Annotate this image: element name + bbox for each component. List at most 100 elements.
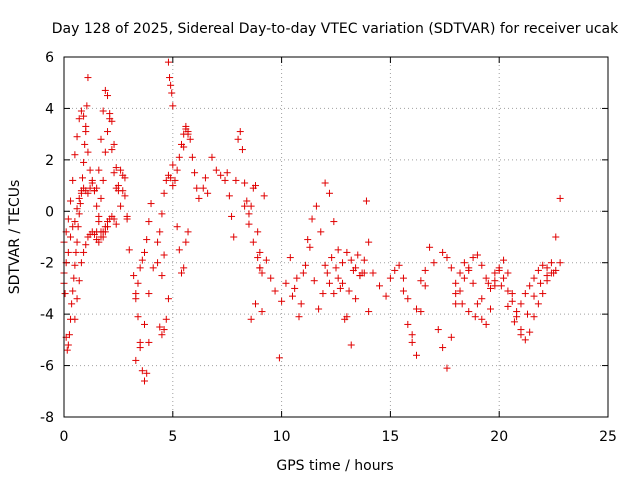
- data-point: [141, 248, 149, 256]
- data-point: [160, 326, 168, 334]
- data-point: [439, 248, 447, 256]
- data-point: [339, 279, 347, 287]
- data-point: [108, 146, 116, 154]
- data-point: [360, 256, 368, 264]
- data-point: [339, 259, 347, 267]
- data-point: [469, 279, 477, 287]
- data-point: [508, 290, 516, 298]
- data-point: [136, 344, 144, 352]
- data-point: [158, 331, 166, 339]
- data-point: [230, 233, 238, 241]
- data-point: [63, 346, 71, 354]
- data-point: [99, 107, 107, 115]
- data-point: [134, 279, 142, 287]
- data-point: [167, 174, 175, 182]
- data-point: [430, 259, 438, 267]
- data-point: [308, 215, 316, 223]
- data-point: [482, 274, 490, 282]
- data-point: [167, 81, 175, 89]
- data-point: [334, 274, 342, 282]
- data-point: [426, 243, 434, 251]
- data-point: [537, 279, 545, 287]
- data-point: [251, 182, 259, 190]
- data-point: [82, 128, 90, 136]
- data-point: [156, 228, 164, 236]
- data-point: [539, 261, 547, 269]
- data-point: [500, 256, 508, 264]
- data-point: [166, 74, 174, 82]
- data-point: [86, 184, 94, 192]
- data-point: [447, 264, 455, 272]
- data-point: [61, 290, 69, 298]
- data-point: [404, 295, 412, 303]
- data-point: [168, 89, 176, 97]
- data-point: [386, 274, 394, 282]
- data-point: [234, 135, 242, 143]
- data-point: [241, 202, 249, 210]
- data-point: [67, 233, 75, 241]
- y-tick-label: 2: [45, 153, 54, 169]
- data-point: [486, 284, 494, 292]
- data-point: [513, 308, 521, 316]
- x-tick-label: 0: [60, 429, 69, 445]
- data-point: [254, 254, 262, 262]
- data-point: [180, 143, 188, 151]
- y-axis-ticks: -8 -6 -4 -2 0 2 4 6: [40, 50, 608, 426]
- data-point: [530, 313, 538, 321]
- data-point: [208, 153, 216, 161]
- data-point: [478, 261, 486, 269]
- data-point: [156, 323, 164, 331]
- data-point: [138, 256, 146, 264]
- data-point: [297, 300, 305, 308]
- data-point: [443, 364, 451, 372]
- data-point: [521, 290, 529, 298]
- data-point: [117, 166, 125, 174]
- data-point: [321, 261, 329, 269]
- data-point: [69, 223, 77, 231]
- data-point: [136, 264, 144, 272]
- x-tick-label: 15: [381, 429, 399, 445]
- data-point: [104, 128, 112, 136]
- data-point: [84, 148, 92, 156]
- data-point: [399, 287, 407, 295]
- data-point: [117, 202, 125, 210]
- data-point: [547, 259, 555, 267]
- data-point: [417, 277, 425, 285]
- data-point: [478, 295, 486, 303]
- data-point: [247, 202, 255, 210]
- data-point: [452, 279, 460, 287]
- data-point: [110, 169, 118, 177]
- data-point: [223, 169, 231, 177]
- data-point: [458, 300, 466, 308]
- data-point: [83, 102, 91, 110]
- data-point: [141, 320, 149, 328]
- x-tick-label: 20: [490, 429, 508, 445]
- data-point: [75, 210, 83, 218]
- x-axis-label: GPS time / hours: [276, 458, 393, 474]
- data-point: [452, 300, 460, 308]
- data-point: [232, 176, 240, 184]
- data-point: [88, 176, 96, 184]
- data-point: [175, 153, 183, 161]
- data-point: [95, 238, 103, 246]
- data-point: [539, 290, 547, 298]
- data-point: [97, 194, 105, 202]
- data-point: [550, 269, 558, 277]
- data-point: [143, 369, 151, 377]
- data-point: [125, 246, 133, 254]
- data-point: [304, 236, 312, 244]
- data-point: [73, 133, 81, 141]
- data-point: [343, 313, 351, 321]
- data-point: [241, 179, 249, 187]
- data-point: [195, 194, 203, 202]
- data-point: [421, 266, 429, 274]
- data-point: [212, 166, 220, 174]
- data-point: [173, 223, 181, 231]
- data-point: [162, 315, 170, 323]
- data-point: [238, 146, 246, 154]
- y-tick-label: 0: [45, 204, 54, 220]
- data-point: [332, 264, 340, 272]
- y-tick-label: -6: [40, 359, 54, 375]
- data-point: [465, 264, 473, 272]
- data-point: [504, 302, 512, 310]
